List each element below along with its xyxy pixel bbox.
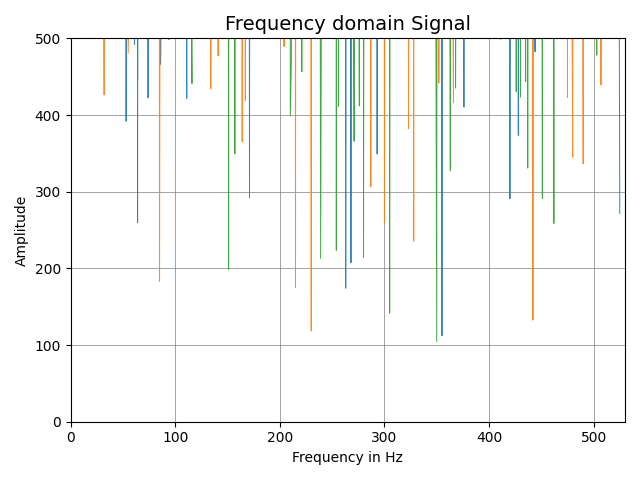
Title: Frequency domain Signal: Frequency domain Signal bbox=[225, 15, 471, 34]
Y-axis label: Amplitude: Amplitude bbox=[15, 194, 29, 265]
X-axis label: Frequency in Hz: Frequency in Hz bbox=[292, 451, 403, 465]
